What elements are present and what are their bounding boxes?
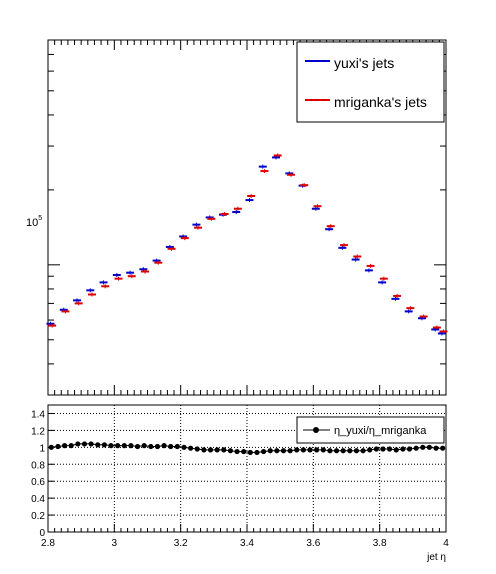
ratio-point — [81, 441, 88, 447]
ratio-point — [154, 443, 161, 450]
y-tick-label: 0.8 — [31, 460, 45, 471]
legend-label-yuxi: yuxi's jets — [334, 55, 394, 71]
ratio-point — [267, 448, 273, 454]
ratio-point — [108, 443, 114, 449]
legend-label-ratio: η_yuxi/η_mriganka — [334, 425, 427, 437]
ratio-point — [55, 443, 61, 450]
top-pad-series — [46, 153, 448, 336]
y-tick-label: 0 — [39, 528, 45, 539]
x-tick-label: 2.8 — [41, 538, 55, 549]
bottom-pad-series — [48, 441, 446, 456]
ratio-point — [287, 448, 293, 454]
ratio-point — [280, 448, 287, 454]
ratio-point — [274, 448, 280, 454]
ratio-point — [75, 441, 81, 447]
ratio-point — [95, 442, 101, 448]
ratio-point — [201, 447, 207, 453]
ratio-point — [227, 448, 234, 454]
ratio-point — [115, 443, 121, 449]
ratio-point — [88, 441, 94, 447]
x-tick-label: 3.6 — [306, 538, 320, 549]
ratio-point — [181, 444, 187, 450]
ratio-point — [413, 445, 419, 451]
series-mriganka — [48, 153, 448, 334]
ratio-point — [128, 443, 134, 449]
x-tick-label: 3.2 — [174, 538, 188, 549]
y-tick-label: 1.2 — [31, 426, 45, 437]
ratio-point — [254, 449, 260, 456]
ratio-point — [367, 447, 373, 453]
y-tick-label: 1.4 — [31, 409, 45, 420]
ratio-point — [141, 443, 147, 449]
x-tick-label: 3.8 — [373, 538, 387, 549]
y-tick-label: 0.4 — [31, 494, 45, 505]
ratio-point — [294, 447, 300, 453]
x-tick-label: 4 — [443, 538, 449, 549]
ratio-point — [221, 447, 227, 453]
ratio-point — [327, 448, 333, 454]
ratio-point — [121, 443, 127, 449]
y-tick-label: 0.2 — [31, 511, 45, 522]
ratio-point — [314, 447, 320, 453]
ratio-point — [307, 447, 313, 453]
bottom-pad-ticks: 2.8 3 3.2 3.4 3.6 3.8 4 0 0.2 0.4 0.6 0.8 1 1.2 1.4 — [31, 409, 449, 549]
ratio-point — [320, 447, 326, 453]
ratio-point — [420, 444, 426, 450]
ratio-point — [194, 446, 200, 452]
ratio-point — [161, 443, 167, 449]
series-yuxi — [46, 155, 446, 336]
x-tick-label: 3.4 — [240, 538, 254, 549]
ratio-point — [353, 448, 360, 454]
ratio-point — [347, 448, 353, 454]
ratio-point — [68, 443, 74, 449]
ratio-point — [440, 445, 446, 451]
ratio-point — [247, 449, 253, 456]
top-legend: yuxi's jets mriganka's jets — [296, 41, 445, 123]
ratio-point — [234, 448, 240, 455]
y-tick-label: 0.6 — [31, 477, 45, 488]
legend-label-mriganka: mriganka's jets — [334, 94, 427, 110]
x-axis-title: jet η — [426, 552, 446, 563]
y-tick-label-1e5: 105 — [26, 215, 42, 229]
ratio-point — [61, 443, 68, 449]
legend-marker-ratio-point — [313, 427, 319, 433]
ratio-point — [433, 445, 439, 451]
ratio-point — [260, 448, 267, 455]
ratio-point — [387, 446, 393, 452]
ratio-point — [400, 446, 406, 452]
ratio-point — [207, 447, 214, 453]
ratio-point — [426, 444, 433, 450]
ratio-point — [148, 443, 154, 450]
ratio-point — [333, 448, 340, 454]
ratio-point — [300, 447, 306, 453]
ratio-point — [134, 443, 141, 450]
ratio-point — [380, 446, 386, 452]
ratio-point — [174, 443, 180, 450]
ratio-point — [188, 445, 194, 451]
bottom-legend: η_yuxi/η_mriganka — [296, 416, 445, 444]
y-tick-label: 1 — [39, 443, 45, 454]
ratio-point — [48, 444, 54, 450]
ratio-point — [393, 447, 399, 453]
ratio-point — [214, 447, 220, 453]
top-legend-box — [296, 41, 445, 123]
ratio-point — [406, 446, 413, 452]
x-tick-label: 3 — [112, 538, 118, 549]
ratio-point — [241, 448, 247, 455]
ratio-point — [373, 446, 379, 452]
ratio-point — [340, 448, 346, 454]
ratio-point — [168, 443, 174, 450]
ratio-point — [101, 442, 107, 448]
ratio-point — [360, 448, 366, 454]
